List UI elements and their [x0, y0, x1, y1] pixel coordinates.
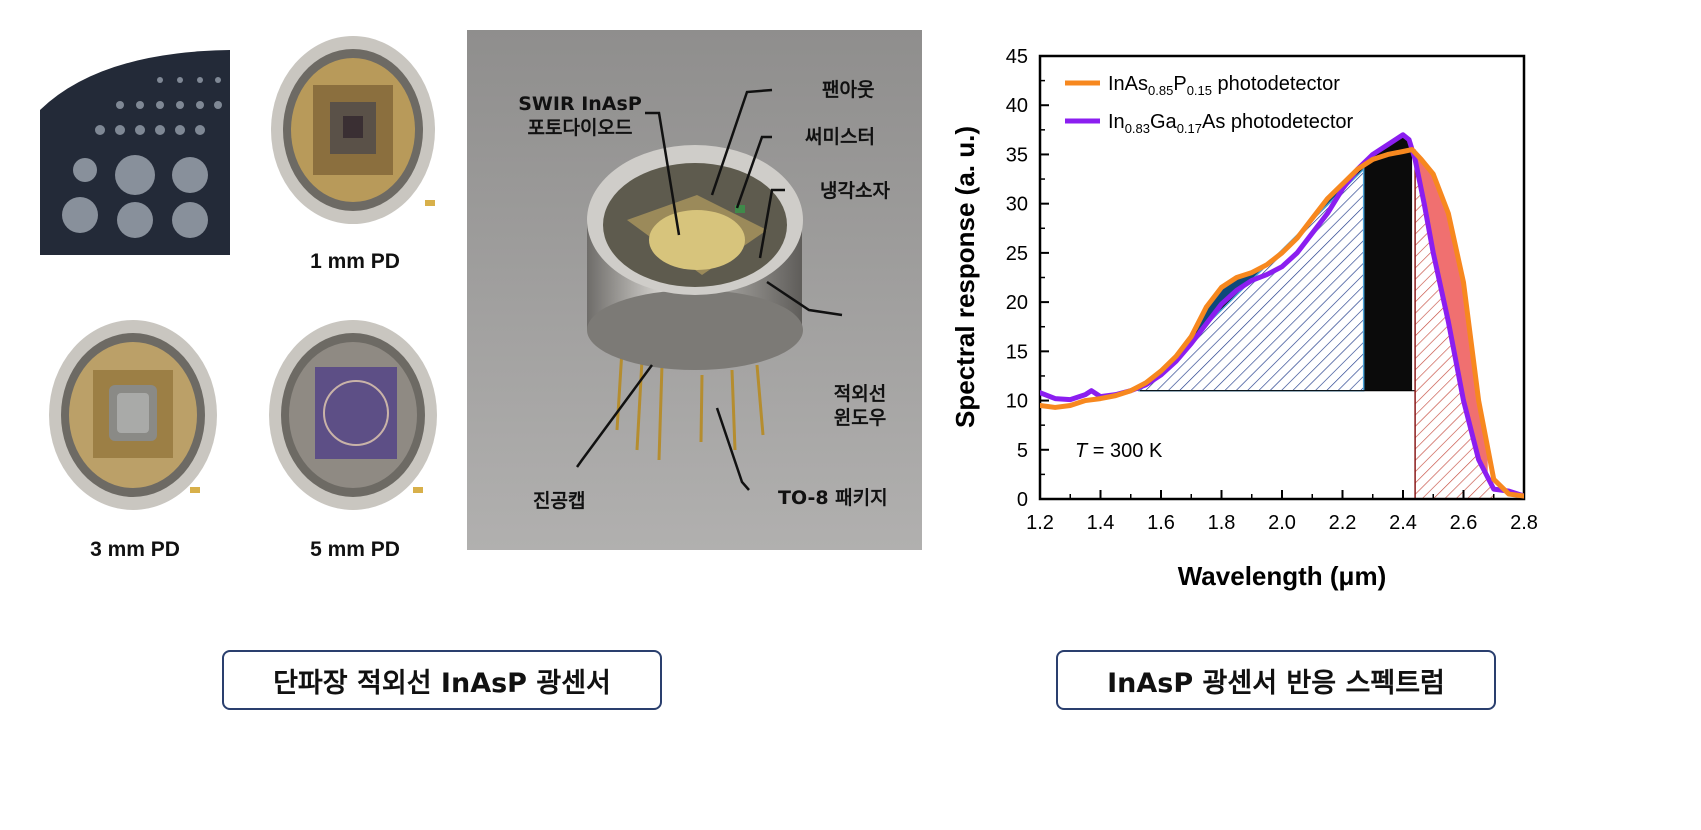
x-tick-label: 1.4	[1087, 512, 1115, 534]
hatched-red-region	[1415, 159, 1494, 499]
wafer-photo	[40, 50, 230, 255]
y-tick-label: 25	[1006, 243, 1028, 265]
callout-lines	[575, 88, 843, 491]
red-fill-region	[1415, 152, 1488, 478]
pd-3mm-photo	[45, 315, 225, 525]
x-tick-label: 2.8	[1510, 512, 1538, 534]
y-tick-label: 30	[1006, 194, 1028, 216]
callout-cooler: 냉각소자	[820, 180, 890, 202]
y-tick-label: 35	[1006, 144, 1028, 166]
pd-5mm-label: 5 mm PD	[310, 538, 400, 561]
left-panel-title: 단파장 적외선 InAsP 광센서	[222, 650, 662, 710]
x-axis-label: Wavelength (μm)	[1178, 561, 1387, 591]
x-tick-label: 2.4	[1389, 512, 1417, 534]
callout-ir-window-line2: 윈도우	[833, 407, 887, 429]
y-tick-label: 45	[1006, 46, 1028, 68]
pd-3mm-label: 3 mm PD	[90, 538, 180, 561]
x-tick-label: 2.6	[1450, 512, 1478, 534]
chart-legend: InAs0.85P0.15 photodetector In0.83Ga0.17…	[1065, 73, 1354, 136]
x-tick-label: 1.8	[1208, 512, 1236, 534]
x-tick-label: 1.6	[1147, 512, 1175, 534]
y-tick-label: 40	[1006, 95, 1028, 117]
to8-package-photo	[467, 30, 922, 550]
callout-vacuum-cap: 진공캡	[533, 490, 586, 512]
legend-label-ingaas: In0.83Ga0.17As photodetector	[1108, 111, 1354, 136]
right-panel-title: InAsP 광센서 반응 스펙트럼	[1056, 650, 1496, 710]
x-tick-label: 2.2	[1329, 512, 1357, 534]
y-tick-label: 20	[1006, 292, 1028, 314]
callout-ir-window: 적외선 윈도우	[820, 382, 900, 430]
y-tick-label: 15	[1006, 341, 1028, 363]
callout-thermistor: 써미스터	[805, 126, 875, 148]
callout-photodiode-line2: 포토다이오드	[527, 117, 633, 139]
inasp-line	[1040, 147, 1524, 499]
spectral-response-chart: 1.2 1.4 1.6 1.8 2.0 2.2 2.4 2.6 2.8 0 5 10 15 20 25 30 3…	[950, 46, 1538, 591]
x-tick-label: 2.0	[1268, 512, 1296, 534]
y-axis-label: Spectral response (a. u.)	[950, 126, 980, 428]
callout-to8-package: TO-8 패키지	[778, 487, 888, 509]
callout-photodiode: SWIR InAsP 포토다이오드	[500, 92, 660, 140]
callout-ir-window-line1: 적외선	[833, 383, 887, 405]
pd-1mm-label: 1 mm PD	[310, 250, 400, 273]
callout-fanout: 팬아웃	[822, 79, 875, 101]
y-tick-label: 0	[1017, 489, 1028, 511]
callout-photodiode-line1: SWIR InAsP	[518, 93, 642, 115]
pd-5mm-photo	[265, 315, 445, 525]
y-tick-label: 5	[1017, 440, 1028, 462]
y-tick-label: 10	[1006, 391, 1028, 413]
pd-1mm-photo	[265, 30, 445, 240]
temperature-annotation: T = 300 K	[1075, 440, 1163, 462]
legend-label-inasp: InAs0.85P0.15 photodetector	[1108, 73, 1340, 98]
x-tick-label: 1.2	[1026, 512, 1054, 534]
